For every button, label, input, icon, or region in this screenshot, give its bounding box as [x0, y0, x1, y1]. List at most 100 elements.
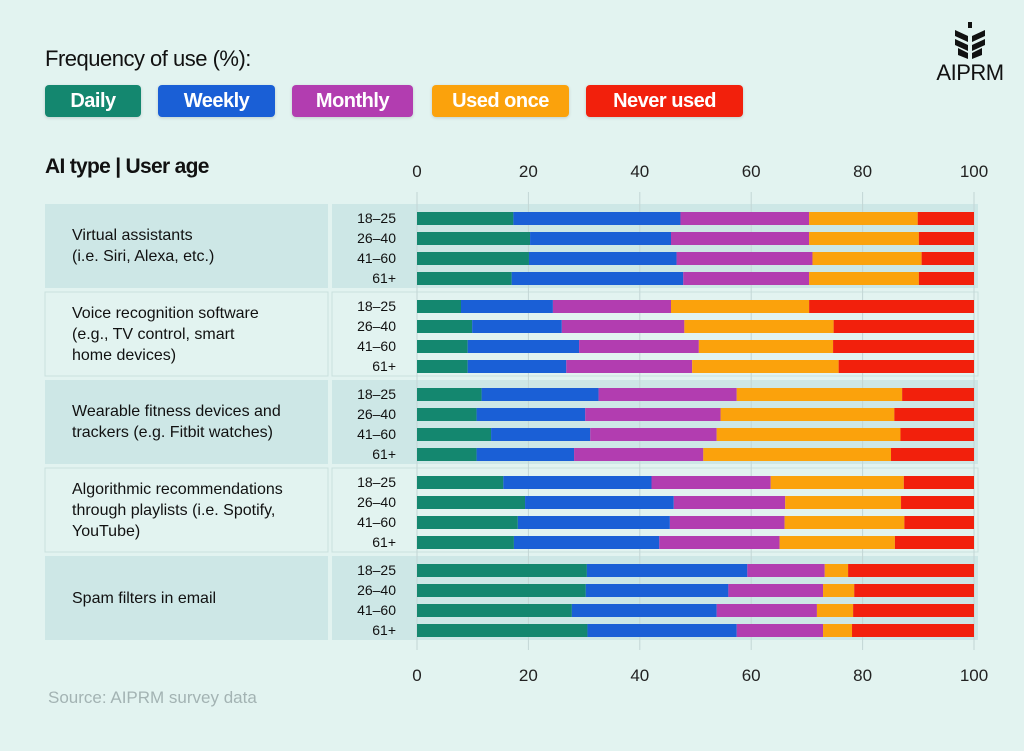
age-label: 26–40: [357, 494, 396, 510]
bar-segment-used-once: [736, 388, 903, 401]
bar-segment-never-used: [918, 232, 974, 245]
bar-segment-used-once: [684, 320, 834, 333]
x-tick-label-top: 60: [741, 162, 761, 181]
bar-segment-monthly: [680, 212, 810, 225]
legend-item-used-once: Used once: [432, 85, 569, 117]
x-tick-label-top: 100: [959, 162, 989, 181]
bar-segment-weekly: [503, 476, 652, 489]
bar-segment-monthly: [728, 584, 824, 597]
bar-segment-never-used: [902, 388, 974, 401]
bar-segment-never-used: [833, 340, 974, 353]
bar-segment-used-once: [698, 340, 834, 353]
group-label: Wearable fitness devices and trackers (e.…: [72, 401, 322, 443]
bar-segment-weekly: [586, 564, 748, 577]
group-label: Voice recognition software (e.g., TV cont…: [72, 303, 322, 366]
bar-segment-monthly: [659, 536, 780, 549]
bar-segment-used-once: [670, 300, 810, 313]
group-label-line: through playlists (i.e. Spotify,: [72, 501, 276, 519]
age-label: 41–60: [357, 338, 396, 354]
x-tick-label-bottom: 80: [853, 666, 873, 685]
bar-segment-weekly: [472, 320, 562, 333]
group-label-panel: [44, 291, 329, 377]
age-label: 41–60: [357, 602, 396, 618]
bar-segment-daily: [417, 272, 512, 285]
bar-segment-daily: [417, 388, 482, 401]
bar-segment-weekly: [511, 272, 684, 285]
bar-segment-monthly: [552, 300, 671, 313]
bar-segment-daily: [417, 408, 477, 421]
group-label-line: (i.e. Siri, Alexa, etc.): [72, 248, 215, 265]
group-label-line: (e.g., TV control, smart: [72, 325, 235, 343]
legend-item-weekly: Weekly: [158, 85, 275, 117]
group-label: Algorithmic recommendations through playl…: [72, 479, 322, 542]
bar-segment-never-used: [918, 272, 974, 285]
bar-segment-used-once: [703, 448, 892, 461]
bar-segment-monthly: [598, 388, 737, 401]
bar-segment-daily: [417, 448, 477, 461]
bar-segment-used-once: [823, 624, 853, 637]
age-label: 26–40: [357, 582, 396, 598]
bar-segment-weekly: [525, 496, 674, 509]
bar-segment-weekly: [467, 360, 567, 373]
bar-segment-monthly: [585, 408, 721, 421]
bar-segment-weekly: [467, 340, 580, 353]
bar-segment-weekly: [517, 516, 670, 529]
group-label: Spam filters in email: [72, 588, 322, 609]
bar-segment-daily: [417, 604, 572, 617]
age-label: 41–60: [357, 426, 396, 442]
logo-icon: [955, 22, 985, 59]
bar-segment-monthly: [676, 252, 813, 265]
x-tick-label-bottom: 60: [741, 666, 761, 685]
bar-segment-never-used: [809, 300, 974, 313]
bar-segment-never-used: [833, 320, 974, 333]
age-label: 41–60: [357, 514, 396, 530]
bar-segment-never-used: [900, 428, 974, 441]
bar-segment-never-used: [904, 516, 974, 529]
bar-segment-used-once: [785, 496, 902, 509]
bar-segment-daily: [417, 300, 462, 313]
bar-segment-daily: [417, 516, 518, 529]
age-label: 61+: [372, 270, 396, 286]
group-label: Virtual assistants (i.e. Siri, Alexa, etc…: [72, 225, 322, 267]
group-label-line: trackers (e.g. Fitbit watches): [72, 424, 273, 441]
group-label-line: Spam filters in email: [72, 589, 217, 607]
bar-segment-weekly: [461, 300, 553, 313]
bar-segment-daily: [417, 496, 526, 509]
bar-segment-weekly: [571, 604, 717, 617]
bar-segment-daily: [417, 360, 468, 373]
group-label-line: Algorithmic recommendations: [72, 480, 283, 498]
age-label: 18–25: [357, 210, 396, 226]
source-note: Source: AIPRM survey data: [48, 688, 257, 707]
bar-segment-weekly: [481, 388, 599, 401]
x-tick-label-top: 80: [853, 162, 873, 181]
legend-item-daily: Daily: [45, 85, 141, 117]
bar-segment-used-once: [809, 232, 919, 245]
age-label: 61+: [372, 534, 396, 550]
bar-segment-daily: [417, 536, 514, 549]
age-label: 26–40: [357, 406, 396, 422]
logo-text: AIPRM: [936, 60, 1004, 85]
bar-segment-never-used: [853, 604, 974, 617]
age-label: 26–40: [357, 318, 396, 334]
age-label: 18–25: [357, 298, 396, 314]
age-label: 18–25: [357, 386, 396, 402]
bar-segment-weekly: [491, 428, 591, 441]
bar-segment-weekly: [585, 584, 729, 597]
bar-segment-daily: [417, 252, 529, 265]
group-label-line: Virtual assistants: [72, 227, 193, 244]
x-tick-label-bottom: 40: [630, 666, 650, 685]
x-tick-label-top: 20: [518, 162, 538, 181]
bar-segment-monthly: [579, 340, 699, 353]
legend-title: Frequency of use (%):: [45, 46, 251, 71]
bar-segment-never-used: [901, 496, 974, 509]
bar-segment-never-used: [894, 536, 974, 549]
bar-segment-daily: [417, 476, 504, 489]
age-label: 18–25: [357, 562, 396, 578]
bar-segment-daily: [417, 320, 473, 333]
age-label: 18–25: [357, 474, 396, 490]
bar-segment-used-once: [716, 428, 901, 441]
axis-heading: AI type | User age: [45, 155, 209, 178]
bar-segment-never-used: [903, 476, 974, 489]
bar-segment-used-once: [779, 536, 895, 549]
